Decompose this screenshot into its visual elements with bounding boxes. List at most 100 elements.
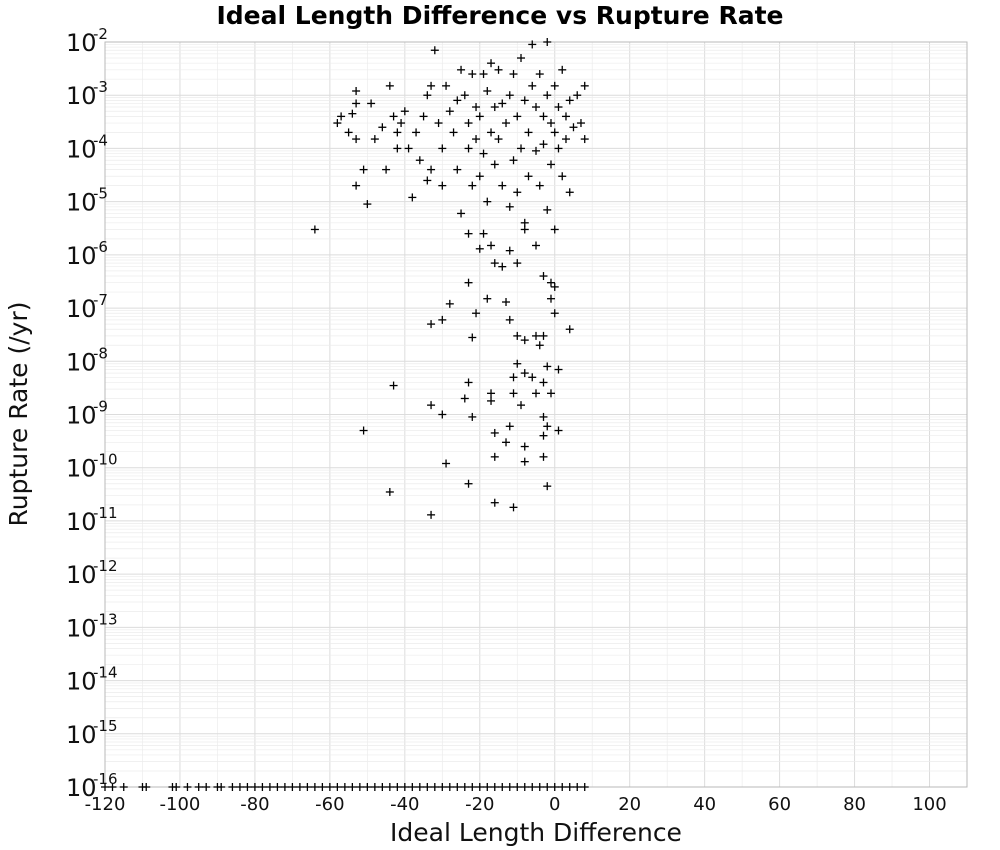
y-tick-label: 10 <box>66 614 97 642</box>
data-point <box>318 783 327 791</box>
data-point <box>487 396 496 405</box>
data-point <box>565 188 574 197</box>
data-point <box>385 783 394 791</box>
y-tick-label: 10 <box>66 455 97 483</box>
y-tick-exponent: -4 <box>93 131 108 149</box>
data-point <box>423 783 432 791</box>
y-tick-label: 10 <box>66 82 97 110</box>
data-point <box>546 294 555 303</box>
data-point <box>438 181 447 190</box>
data-point <box>442 81 451 90</box>
y-tick-label: 10 <box>66 135 97 163</box>
data-point <box>400 783 409 791</box>
data-point <box>580 81 589 90</box>
data-point <box>415 783 424 791</box>
data-point <box>363 783 372 791</box>
data-point <box>490 259 499 268</box>
x-axis-label: Ideal Length Difference <box>390 818 682 847</box>
data-point <box>464 119 473 128</box>
data-point <box>528 783 537 791</box>
data-point <box>427 165 436 174</box>
x-tick-label: -60 <box>315 794 344 815</box>
x-tick-label: -120 <box>85 794 126 815</box>
data-point <box>487 389 496 398</box>
y-tick-label: 10 <box>66 242 97 270</box>
data-point <box>119 783 128 791</box>
data-point <box>532 389 540 398</box>
data-point <box>505 422 514 431</box>
data-point <box>569 123 578 132</box>
data-point <box>434 119 443 128</box>
data-point <box>539 140 548 149</box>
data-point <box>483 87 492 96</box>
data-point <box>475 783 484 791</box>
data-point <box>543 422 552 431</box>
data-point <box>453 96 462 105</box>
data-point <box>502 119 511 128</box>
data-point <box>487 128 496 137</box>
data-point <box>483 783 492 791</box>
data-point <box>498 181 507 190</box>
data-point <box>546 160 555 169</box>
data-point <box>404 144 413 153</box>
data-point <box>359 426 368 435</box>
data-point <box>532 146 540 155</box>
data-point <box>513 188 522 197</box>
data-point <box>419 112 428 121</box>
data-point <box>348 783 357 791</box>
data-point <box>561 135 570 144</box>
data-point <box>561 112 570 121</box>
data-point <box>502 438 511 447</box>
data-point <box>505 315 514 324</box>
y-tick-label: 10 <box>66 508 97 536</box>
data-point <box>535 341 544 350</box>
data-point <box>528 40 537 49</box>
x-tick-label: 100 <box>912 794 946 815</box>
data-point <box>355 783 364 791</box>
data-point <box>430 46 439 55</box>
data-point <box>340 783 349 791</box>
y-tick-exponent: -16 <box>93 770 118 788</box>
data-point <box>468 70 477 79</box>
data-point <box>382 165 391 174</box>
data-point <box>532 103 540 112</box>
data-point <box>565 783 574 791</box>
data-point <box>352 87 361 96</box>
data-point <box>430 783 439 791</box>
data-point <box>194 783 203 791</box>
data-point <box>539 452 548 461</box>
data-point <box>393 144 402 153</box>
data-point <box>543 38 552 46</box>
data-point <box>580 783 589 791</box>
data-point <box>543 362 552 371</box>
x-tick-label: -80 <box>240 794 269 815</box>
data-point <box>550 282 559 291</box>
data-point <box>438 410 447 419</box>
data-point <box>490 783 499 791</box>
data-point <box>539 112 548 121</box>
data-point <box>483 197 492 206</box>
y-tick-label: 10 <box>66 189 97 217</box>
data-point <box>543 482 552 491</box>
data-point <box>520 96 529 105</box>
data-point <box>445 783 454 791</box>
data-point <box>520 783 529 791</box>
data-point <box>475 172 484 181</box>
data-point <box>453 165 462 174</box>
data-point <box>550 225 559 234</box>
data-point <box>468 783 477 791</box>
data-point <box>494 135 503 144</box>
data-point <box>479 149 488 158</box>
data-point <box>535 181 544 190</box>
data-point <box>517 401 526 410</box>
data-point <box>243 783 252 791</box>
data-point <box>393 128 402 137</box>
data-point <box>472 309 481 318</box>
y-axis-label: Rupture Rate (/yr) <box>4 302 33 527</box>
data-point <box>370 135 379 144</box>
data-point <box>438 315 447 324</box>
data-point <box>565 96 574 105</box>
data-point <box>337 112 346 121</box>
x-tick-label: 20 <box>618 794 641 815</box>
data-point <box>498 262 507 271</box>
